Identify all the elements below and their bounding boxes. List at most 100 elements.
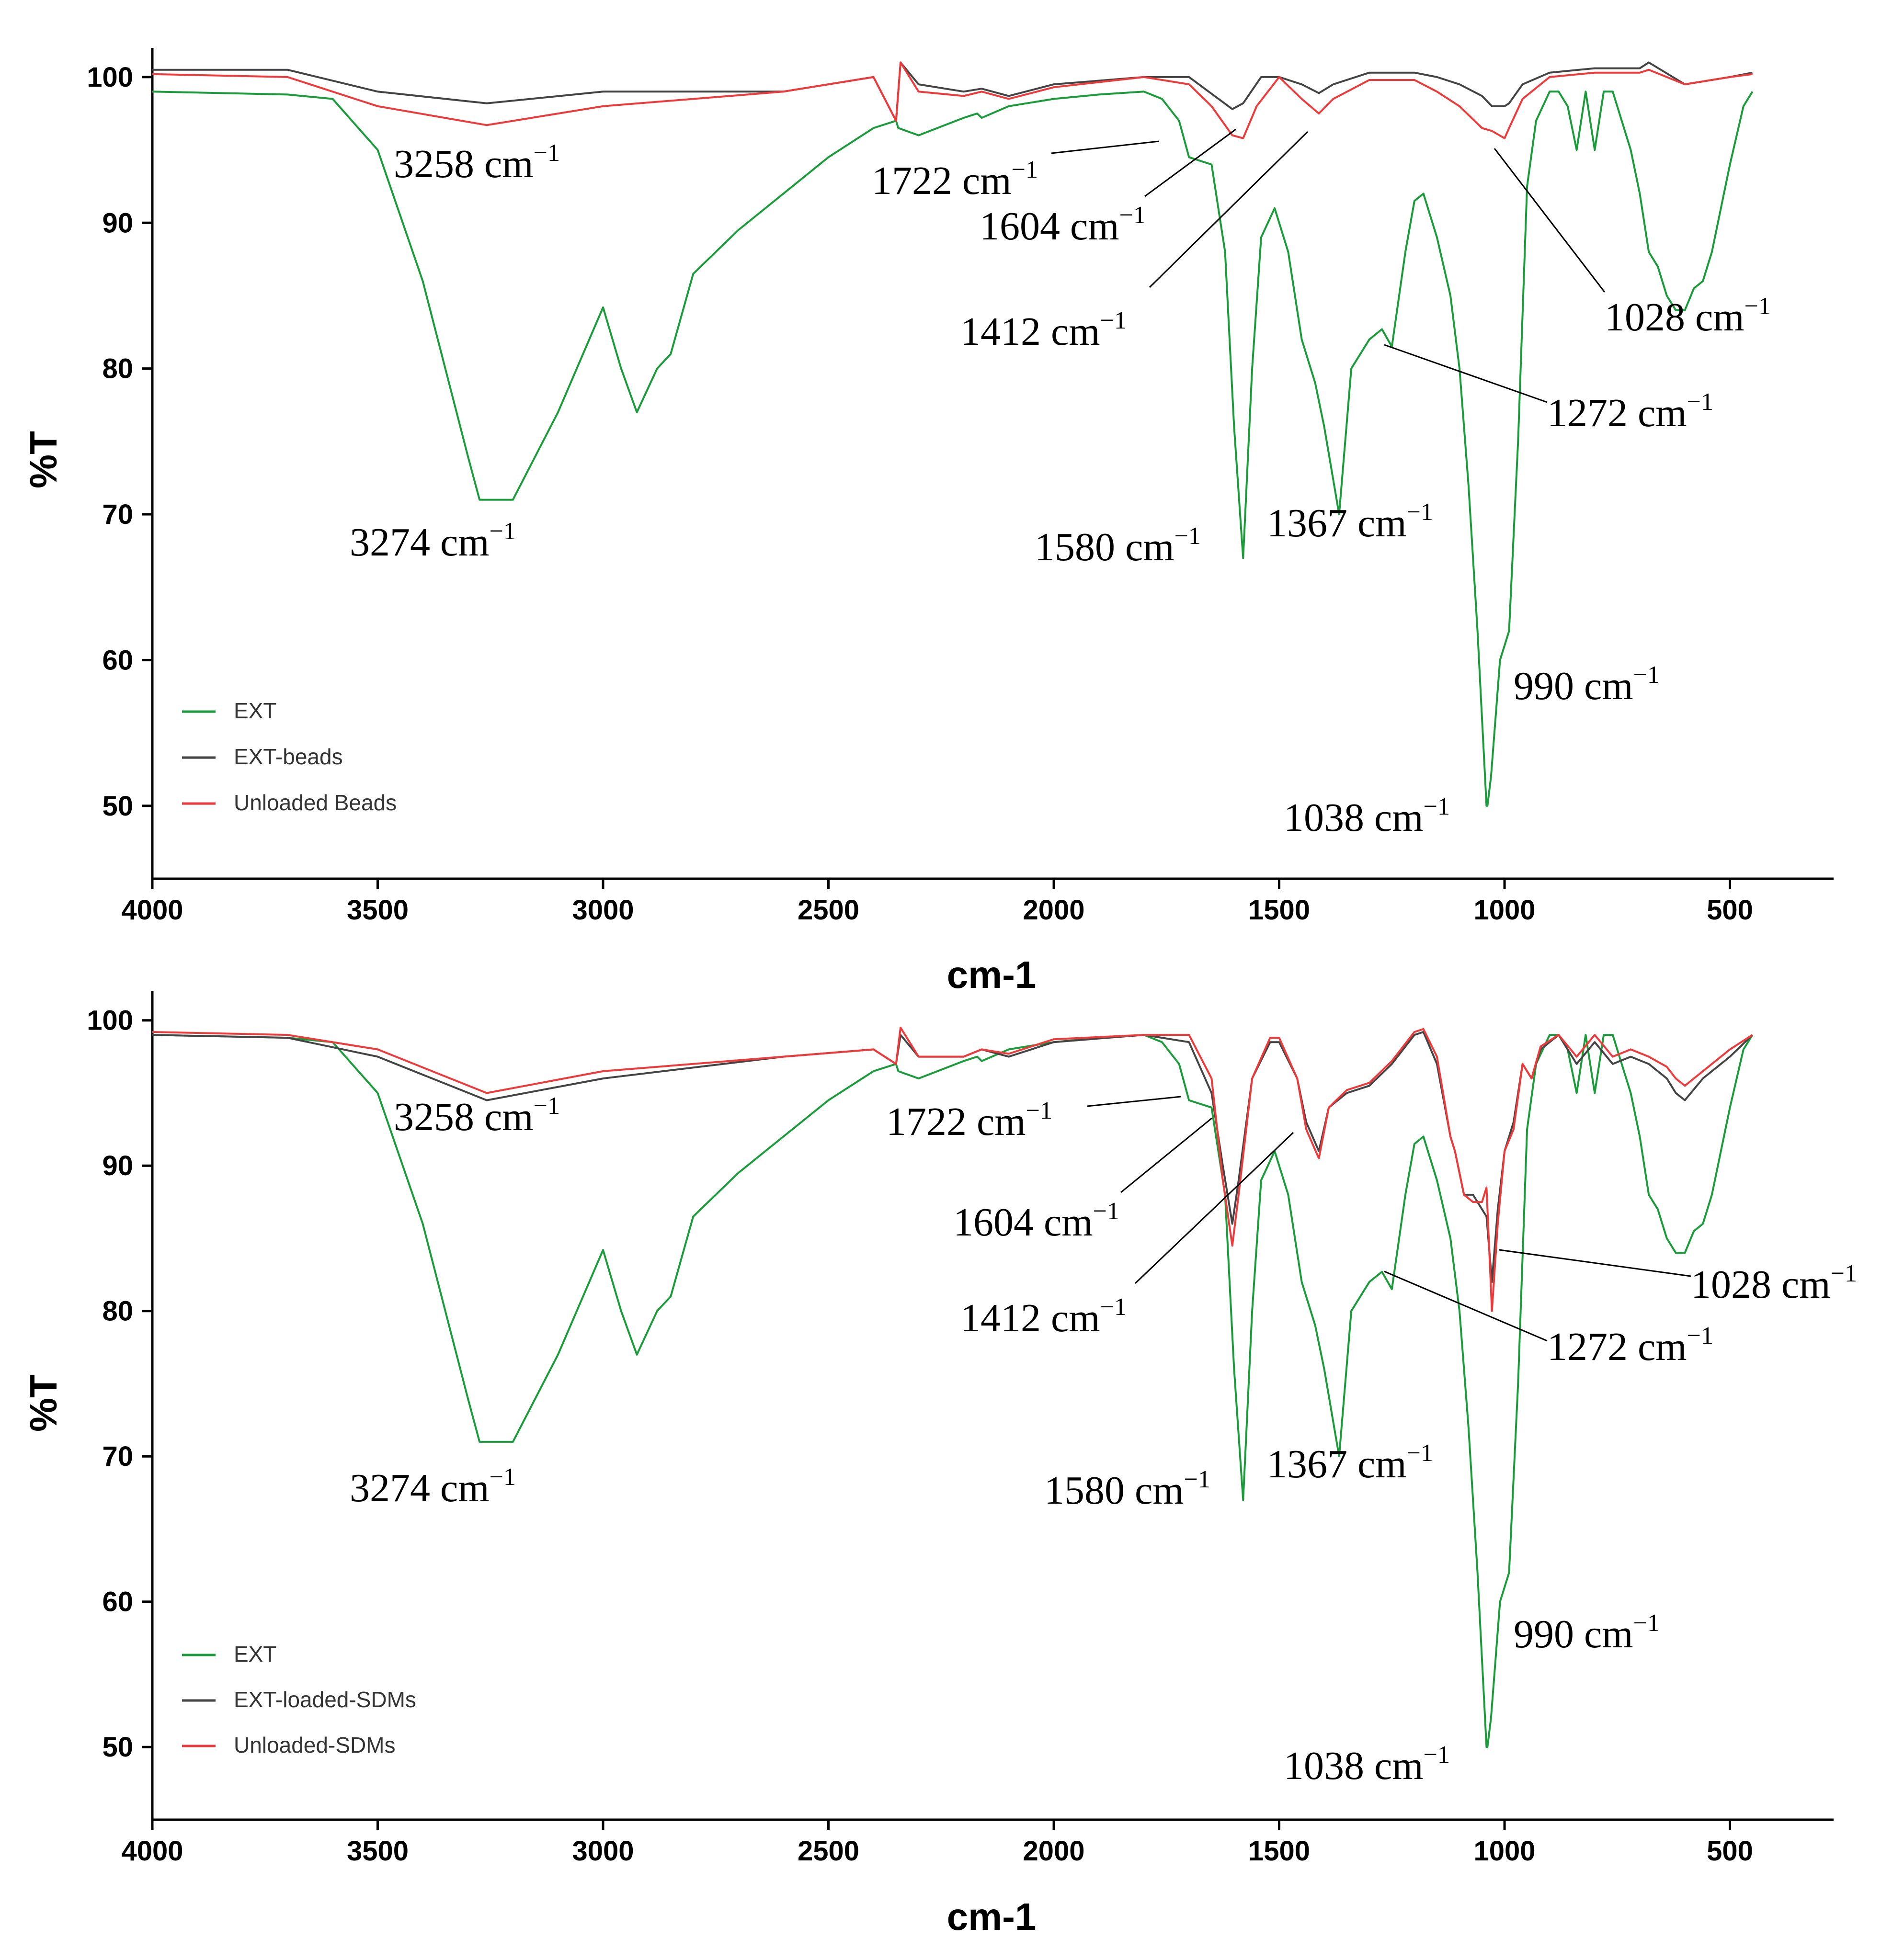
y-tick-label: 90 (102, 1150, 133, 1181)
peak-annotation: 1367 cm−1 (1267, 499, 1433, 545)
annotation-superscript: −1 (1119, 202, 1146, 229)
x-tick-label: 500 (1707, 895, 1753, 926)
annotation-superscript: −1 (490, 1463, 516, 1491)
x-tick-label: 500 (1707, 1836, 1753, 1867)
annotation-superscript: −1 (1424, 1741, 1450, 1768)
y-tick-label: 100 (87, 1005, 133, 1036)
peak-annotation: 1038 cm−1 (1284, 793, 1450, 840)
annotation-superscript: −1 (1687, 388, 1713, 416)
peak-annotation: 1272 cm−1 (1547, 388, 1713, 435)
series-line-ext (152, 91, 1754, 807)
peak-annotation: 1722 cm−1 (872, 156, 1038, 203)
x-tick-label: 2000 (1023, 1836, 1085, 1867)
annotation-leader-line (1384, 1270, 1548, 1342)
y-tick-label: 60 (102, 1587, 133, 1618)
y-tick-label: 50 (102, 1732, 133, 1763)
x-tick-label: 4000 (121, 1836, 183, 1867)
peak-annotation: 1367 cm−1 (1267, 1439, 1433, 1486)
peak-annotation: 1412 cm−1 (960, 307, 1127, 354)
annotation-superscript: −1 (490, 518, 516, 545)
annotation-superscript: −1 (1633, 661, 1660, 689)
peak-annotation: 1604 cm−1 (980, 202, 1146, 249)
y-axis-title: %T (22, 431, 65, 488)
annotation-superscript: −1 (1633, 1609, 1660, 1637)
annotation-superscript: −1 (1687, 1322, 1713, 1349)
annotation-superscript: −1 (1184, 1466, 1210, 1493)
legend-label: EXT-beads (234, 744, 343, 769)
series-line-ext (152, 1034, 1754, 1748)
x-tick-label: 3000 (572, 895, 634, 926)
annotation-leader-line (1051, 140, 1160, 154)
peak-annotation: 1272 cm−1 (1547, 1322, 1713, 1369)
x-tick-label: 1500 (1248, 895, 1310, 926)
annotation-superscript: −1 (1744, 293, 1771, 320)
peak-annotation: 1028 cm−1 (1691, 1260, 1857, 1307)
y-tick-label: 70 (102, 1441, 133, 1472)
y-tick-label: 80 (102, 1296, 133, 1327)
series-line-ext-beads (152, 61, 1753, 122)
y-tick-label: 100 (87, 62, 133, 93)
annotation-superscript: −1 (1026, 1097, 1052, 1124)
annotation-leader-line (1087, 1096, 1181, 1107)
x-tick-label: 2500 (798, 895, 859, 926)
y-tick-label: 50 (102, 791, 133, 822)
y-axis-title: %T (22, 1374, 65, 1432)
series-line-ext-loaded-sdms (152, 1031, 1753, 1283)
annotation-leader-line (1384, 344, 1548, 403)
legend-label: Unloaded-SDMs (234, 1733, 395, 1757)
peak-annotation: 1580 cm−1 (1035, 522, 1201, 569)
x-tick-label: 3500 (347, 895, 409, 926)
x-tick-label: 3500 (347, 1836, 409, 1867)
panel-top: 4000 3500 3000 2500 2000 1500 1000 500 50 60 70 80 9… (22, 48, 1834, 996)
x-tick-label: 1000 (1474, 1836, 1536, 1867)
peak-annotation: 1722 cm−1 (886, 1097, 1052, 1144)
peak-annotation: 1038 cm−1 (1284, 1741, 1450, 1788)
y-tick-label: 90 (102, 207, 133, 238)
x-tick-label: 2000 (1023, 895, 1085, 926)
series-line-unloaded-sdms (152, 1026, 1753, 1312)
legend-label: EXT (234, 698, 276, 723)
peak-annotation: 3258 cm−1 (394, 1092, 560, 1139)
x-tick-label: 2500 (798, 1836, 859, 1867)
x-tick-label: 3000 (572, 1836, 634, 1867)
x-axis-title: cm-1 (947, 953, 1037, 996)
annotation-superscript: −1 (1407, 1439, 1433, 1467)
peak-annotation: 990 cm−1 (1514, 1609, 1660, 1656)
x-tick-label: 1500 (1248, 1836, 1310, 1867)
peak-annotation: 3274 cm−1 (350, 1463, 516, 1510)
peak-annotation: 1580 cm−1 (1044, 1466, 1210, 1513)
peak-annotation: 1028 cm−1 (1605, 293, 1771, 340)
annotation-leader-line (1134, 1132, 1294, 1284)
panel-bottom: 4000 3500 3000 2500 2000 1500 1000 500 50 60 70 80 9… (22, 991, 1857, 1938)
annotation-superscript: −1 (534, 139, 560, 167)
annotation-superscript: −1 (1012, 156, 1038, 183)
y-tick-label: 60 (102, 645, 133, 676)
annotation-superscript: −1 (1424, 793, 1450, 820)
annotation-superscript: −1 (1407, 499, 1433, 526)
annotation-superscript: −1 (1100, 307, 1127, 334)
series-line-unloaded-beads (152, 61, 1753, 139)
y-tick-label: 80 (102, 353, 133, 385)
peak-annotation: 1412 cm−1 (960, 1293, 1127, 1340)
peak-annotation: 3258 cm−1 (394, 139, 560, 186)
annotation-superscript: −1 (534, 1092, 560, 1120)
annotation-leader-line (1120, 1117, 1212, 1193)
x-tick-label: 4000 (121, 895, 183, 926)
x-tick-label: 1000 (1474, 895, 1536, 926)
legend-label: EXT (234, 1642, 276, 1666)
peak-annotation: 3274 cm−1 (350, 518, 516, 565)
annotation-leader-line (1144, 128, 1236, 197)
legend-label: Unloaded Beads (234, 790, 397, 815)
y-tick-label: 70 (102, 499, 133, 530)
x-axis-title: cm-1 (947, 1895, 1037, 1938)
annotation-leader-line (1149, 131, 1309, 288)
annotation-superscript: −1 (1174, 522, 1201, 550)
annotation-leader-line (1499, 1249, 1691, 1277)
annotation-leader-line (1494, 148, 1606, 293)
annotation-superscript: −1 (1831, 1260, 1857, 1287)
annotation-superscript: −1 (1093, 1198, 1119, 1225)
peak-annotation: 990 cm−1 (1514, 661, 1660, 708)
legend-label: EXT-loaded-SDMs (234, 1687, 416, 1712)
annotation-superscript: −1 (1100, 1293, 1127, 1321)
